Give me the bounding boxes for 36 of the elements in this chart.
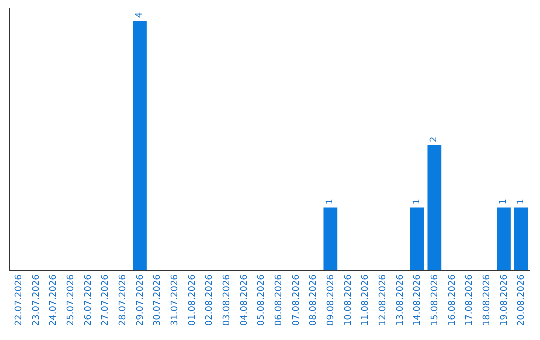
x-tick-label: 26.07.2026	[84, 274, 94, 326]
x-tick-label: 17.08.2026	[465, 274, 476, 326]
x-tick-label: 04.08.2026	[240, 274, 250, 326]
x-tick-label: 07.08.2026	[292, 274, 302, 326]
x-tick-label: 28.07.2026	[118, 274, 129, 326]
x-tick-label: 14.08.2026	[413, 274, 424, 326]
x-tick-label: 01.08.2026	[188, 274, 198, 326]
data-label: 1	[499, 199, 509, 205]
x-tick-label: 20.08.2026	[517, 274, 528, 326]
x-tick-label: 03.08.2026	[222, 274, 233, 326]
x-tick-label: 22.07.2026	[14, 274, 25, 326]
x-tick-label: 13.08.2026	[396, 274, 406, 326]
data-label: 2	[430, 136, 440, 143]
x-tick-label: 29.07.2026	[136, 274, 146, 326]
x-tick-label: 30.07.2026	[153, 274, 164, 326]
x-tick-label: 08.08.2026	[309, 274, 320, 326]
x-tick-label: 16.08.2026	[448, 274, 458, 326]
data-label: 4	[135, 12, 145, 18]
x-tick-label: 19.08.2026	[500, 274, 510, 326]
x-tick-label: 11.08.2026	[361, 274, 372, 326]
x-tick-label: 12.08.2026	[378, 274, 389, 326]
x-tick-label: 06.08.2026	[274, 274, 285, 326]
data-label: 1	[516, 199, 526, 205]
x-tick-label: 18.08.2026	[482, 274, 493, 326]
x-tick-label: 24.07.2026	[49, 274, 60, 326]
x-tick-label: 23.07.2026	[32, 274, 42, 326]
data-label: 1	[326, 199, 336, 205]
x-tick-label: 27.07.2026	[101, 274, 112, 326]
x-tick-label: 02.08.2026	[205, 274, 216, 326]
data-label: 1	[412, 199, 422, 205]
x-tick-label: 15.08.2026	[430, 274, 441, 326]
x-tick-label: 10.08.2026	[344, 274, 354, 326]
x-tick-label: 25.07.2026	[66, 274, 77, 326]
x-tick-label: 31.07.2026	[170, 274, 181, 326]
x-tick-label: 05.08.2026	[257, 274, 268, 326]
x-tick-label: 09.08.2026	[326, 274, 337, 326]
